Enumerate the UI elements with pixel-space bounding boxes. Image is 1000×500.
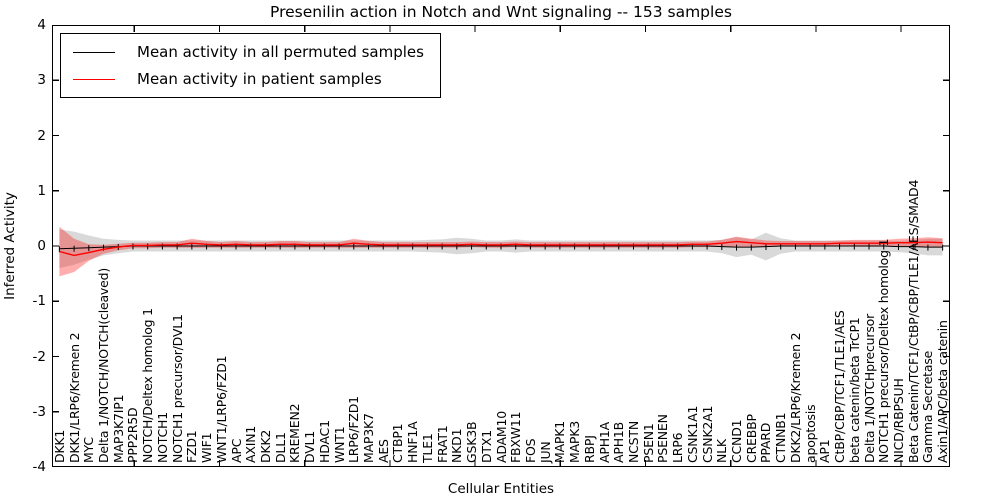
x-tick-label: CSNK1A1 xyxy=(684,405,700,463)
x-tick-label: LRP6/FZD1 xyxy=(346,396,362,463)
legend: Mean activity in all permuted samples Me… xyxy=(60,33,441,98)
x-tick-label: Beta Catenin/TCF1/CtBP/CBP/TLE1/AES/SMAD… xyxy=(905,179,921,463)
chart-title: Presenilin action in Notch and Wnt signa… xyxy=(270,3,732,21)
x-tick-label: DVL1 xyxy=(302,430,318,463)
x-tick-label: beta catenin/beta TrCP1 xyxy=(846,317,862,463)
x-tick-label: DKK1 xyxy=(51,429,67,463)
x-tick-label: RBPJ xyxy=(581,435,597,463)
x-tick-label: CTNNB1 xyxy=(773,412,789,463)
x-tick-label: NKD1 xyxy=(449,428,465,463)
legend-line-red xyxy=(73,78,115,80)
x-tick-label: NCSTN xyxy=(625,421,641,463)
x-tick-label: LRP6 xyxy=(670,432,686,463)
x-tick-label: AXIN1 xyxy=(243,425,259,463)
y-tick-label: -4 xyxy=(32,459,46,475)
legend-item-patient: Mean activity in patient samples xyxy=(73,70,424,88)
x-tick-label: APH1A xyxy=(596,422,612,463)
x-tick-label: FOS xyxy=(522,438,538,463)
x-tick-label: MAPK1 xyxy=(552,420,568,463)
x-tick-label: WNT1/LRP6/FZD1 xyxy=(213,355,229,463)
y-tick-label: 0 xyxy=(37,238,46,254)
x-tick-label: NOTCH1 xyxy=(154,412,170,463)
x-tick-label: PPARD xyxy=(758,422,774,463)
y-tick-label: 3 xyxy=(37,72,46,89)
legend-line-black xyxy=(73,51,115,53)
x-tick-label: TLE1 xyxy=(419,433,435,463)
x-tick-label: FRAT1 xyxy=(434,425,450,463)
x-tick-label: CtBP/CBP/TCF1/TLE1/AES xyxy=(832,310,848,463)
x-tick-label: MYC xyxy=(81,437,97,463)
x-tick-label: FZD1 xyxy=(184,430,200,463)
x-tick-label: NOTCH/Deltex homolog 1 xyxy=(140,308,156,463)
x-tick-label: KREMEN2 xyxy=(287,403,303,463)
x-tick-label: WNT1 xyxy=(331,426,347,464)
x-tick-label: AP1 xyxy=(817,439,833,463)
x-tick-label: CSNK2A1 xyxy=(699,405,715,463)
x-tick-label: CREBBP xyxy=(743,414,759,463)
x-tick-label: JUN xyxy=(537,441,553,463)
x-tick-label: Gamma Secretase xyxy=(920,350,936,463)
x-tick-label: PSENEN xyxy=(655,414,671,463)
y-tick-label: -3 xyxy=(32,403,46,420)
plot-area: DKK1 DKK1/LRP6/Kremen 2 MYC Delta 1/NOTCH/N… xyxy=(52,25,950,467)
x-tick-label: NOTCH1 precursor/DVL1 xyxy=(169,314,185,463)
x-tick-label: CTBP1 xyxy=(390,423,406,463)
x-tick-label: HNF1A xyxy=(405,421,421,463)
x-tick-label: DKK1/LRP6/Kremen 2 xyxy=(66,332,82,463)
y-tick-label: 4 xyxy=(37,17,46,33)
x-tick-label: DKK2/LRP6/Kremen 2 xyxy=(787,332,803,463)
x-tick-label: NICD/RBPSUH xyxy=(890,378,906,463)
x-tick-label: DLL1 xyxy=(272,432,288,463)
x-tick-label: FBXW11 xyxy=(508,411,524,463)
x-tick-label: NOTCH1 precursor/Deltex homolog 1 xyxy=(876,238,892,463)
legend-item-permuted: Mean activity in all permuted samples xyxy=(73,43,424,61)
x-tick-label: PSEN1 xyxy=(640,423,656,463)
x-tick-label: APC xyxy=(228,438,244,463)
x-tick-label: DKK2 xyxy=(257,429,273,463)
x-tick-label: ADAM10 xyxy=(493,411,509,463)
x-tick-label: GSK3B xyxy=(464,421,480,463)
x-tick-label: NLK xyxy=(714,439,730,463)
y-tick-label: 1 xyxy=(37,182,46,199)
x-tick-label: Delta 1/NOTCHprecursor xyxy=(861,313,877,463)
x-tick-label: AES xyxy=(375,439,391,463)
x-tick-label: MAPK3 xyxy=(567,420,583,463)
x-tick-label: CCND1 xyxy=(729,419,745,463)
x-tick-label: MAP3K7 xyxy=(361,413,376,463)
y-tick-label: 2 xyxy=(37,127,46,144)
x-tick-label: MAP3K7IP1 xyxy=(110,394,126,463)
x-tick-label: Delta 1/NOTCH/NOTCH(cleaved) xyxy=(96,267,112,463)
x-tick-label: APH1B xyxy=(611,421,627,463)
x-axis-label: Cellular Entities xyxy=(447,481,555,497)
legend-label-permuted: Mean activity in all permuted samples xyxy=(137,43,424,61)
plot-svg xyxy=(52,25,950,467)
x-tick-label: Axin1/APC/beta catenin xyxy=(935,320,951,463)
y-tick-label: -1 xyxy=(32,293,46,310)
x-tick-label: PPP2R5D xyxy=(125,407,141,463)
y-tick-label: -2 xyxy=(32,348,46,365)
legend-label-patient: Mean activity in patient samples xyxy=(137,70,382,88)
x-tick-label: apoptosis xyxy=(802,404,818,463)
x-tick-label: DTX1 xyxy=(478,430,494,463)
x-tick-label: HDAC1 xyxy=(316,420,332,463)
x-tick-label: WIF1 xyxy=(199,432,215,463)
